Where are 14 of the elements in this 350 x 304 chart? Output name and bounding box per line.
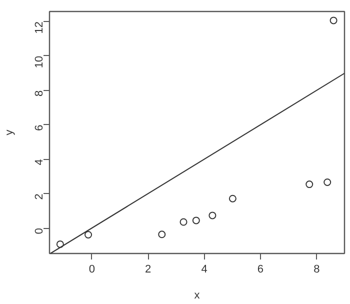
- y-tick-label: 12: [34, 21, 46, 34]
- y-tick-label: 0: [34, 228, 46, 234]
- x-tick-label: 0: [88, 264, 95, 276]
- x-tick-label: 4: [201, 264, 208, 276]
- y-tick-label: 2: [34, 194, 46, 200]
- y-tick-label: 10: [34, 56, 46, 68]
- x-tick-label: 8: [314, 264, 320, 276]
- y-tick-label: 6: [34, 124, 46, 131]
- y-axis-title: y: [4, 129, 16, 136]
- x-tick-label: 6: [257, 264, 264, 276]
- x-axis-title: x: [194, 290, 200, 302]
- x-tick-label: 2: [145, 264, 152, 276]
- y-tick-label: 4: [34, 159, 46, 166]
- y-tick-label: 8: [34, 90, 46, 96]
